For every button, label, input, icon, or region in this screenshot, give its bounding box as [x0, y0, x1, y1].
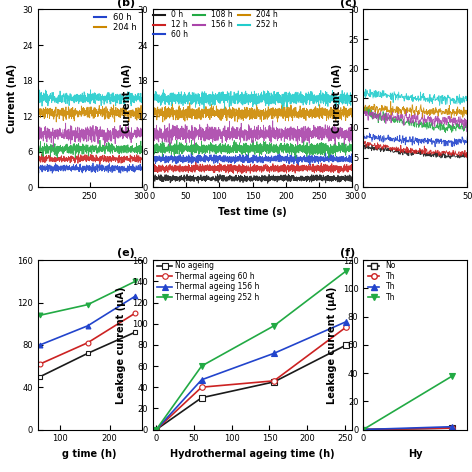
Thermal ageing 252 h: [153, 427, 159, 432]
Thermal ageing 156 h: [344, 319, 349, 324]
Text: (e): (e): [117, 248, 135, 259]
Text: (f): (f): [340, 248, 356, 259]
X-axis label: Hy: Hy: [408, 449, 422, 459]
Line: No ageing: No ageing: [153, 342, 349, 432]
Legend: No, Th, Th, Th: No, Th, Th, Th: [367, 261, 396, 303]
Thermal ageing 60 h: [199, 384, 204, 390]
Thermal ageing 60 h: [153, 427, 159, 432]
Y-axis label: Current (nA): Current (nA): [332, 64, 342, 133]
Thermal ageing 60 h: [344, 324, 349, 329]
No ageing: [344, 342, 349, 348]
Thermal ageing 156 h: [271, 351, 277, 356]
Y-axis label: Leakage current (μA): Leakage current (μA): [327, 286, 337, 404]
Thermal ageing 60 h: [271, 378, 277, 384]
X-axis label: g time (h): g time (h): [62, 449, 117, 459]
Line: Thermal ageing 252 h: Thermal ageing 252 h: [153, 268, 349, 432]
Thermal ageing 252 h: [199, 363, 204, 369]
Thermal ageing 252 h: [344, 268, 349, 274]
No ageing: [153, 427, 159, 432]
No ageing: [271, 379, 277, 385]
Legend: No ageing, Thermal ageing 60 h, Thermal ageing 156 h, Thermal ageing 252 h: No ageing, Thermal ageing 60 h, Thermal …: [156, 261, 261, 303]
Line: Thermal ageing 60 h: Thermal ageing 60 h: [153, 324, 349, 432]
Y-axis label: Current (nA): Current (nA): [121, 64, 132, 133]
Y-axis label: Leakage current (μA): Leakage current (μA): [116, 286, 126, 404]
Legend: 0 h, 12 h, 60 h, 108 h, 156 h, 204 h, 252 h: 0 h, 12 h, 60 h, 108 h, 156 h, 204 h, 25…: [152, 10, 278, 40]
X-axis label: Test time (s): Test time (s): [218, 207, 287, 217]
X-axis label: Hydrothermal ageing time (h): Hydrothermal ageing time (h): [170, 449, 335, 459]
Thermal ageing 156 h: [153, 427, 159, 432]
Text: (b): (b): [117, 0, 135, 8]
Text: (c): (c): [340, 0, 357, 8]
Legend: 60 h, 204 h: 60 h, 204 h: [93, 12, 137, 33]
Line: Thermal ageing 156 h: Thermal ageing 156 h: [153, 319, 349, 432]
Thermal ageing 156 h: [199, 377, 204, 383]
No ageing: [199, 395, 204, 401]
Thermal ageing 252 h: [271, 323, 277, 329]
Y-axis label: Current (nA): Current (nA): [7, 64, 17, 133]
